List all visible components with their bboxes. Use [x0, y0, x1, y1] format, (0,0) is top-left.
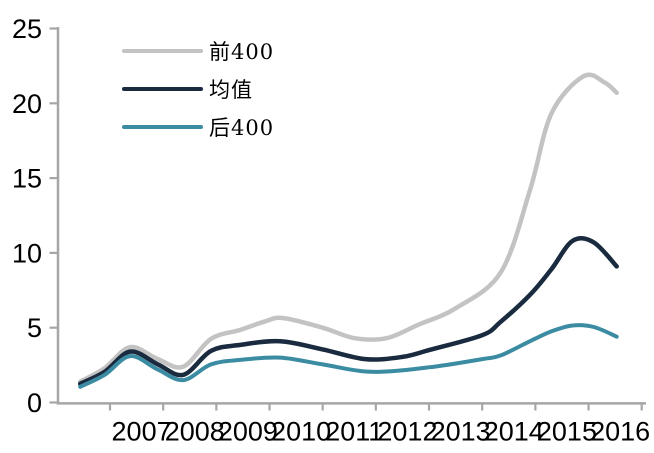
- y-tick-label: 10: [12, 238, 42, 268]
- x-tick-label: 2009: [218, 417, 278, 447]
- y-tick-label: 15: [12, 164, 42, 194]
- legend-item-front400: 前400: [122, 32, 274, 70]
- y-tick-label: 5: [27, 313, 42, 343]
- x-tick-label: 2014: [484, 417, 544, 447]
- legend-swatch-back400: [122, 125, 203, 129]
- series-line-1: [77, 236, 619, 387]
- legend-item-mean: 均值: [122, 70, 274, 108]
- x-tick-label: 2007: [112, 417, 172, 447]
- legend-label-back400: 后400: [209, 116, 275, 140]
- legend-swatch-front400: [122, 49, 203, 53]
- legend-label-mean: 均值: [209, 78, 253, 102]
- x-tick-label: 2008: [165, 417, 225, 447]
- series-line-2: [78, 323, 619, 389]
- x-tick-label: 2012: [377, 417, 437, 447]
- series-line-0: [77, 72, 619, 384]
- y-tick-label: 20: [12, 89, 42, 119]
- x-tick-label: 2013: [431, 417, 491, 447]
- x-tick-label: 2010: [271, 417, 331, 447]
- y-tick-label: 25: [12, 14, 42, 44]
- y-tick-label: 0: [27, 388, 42, 418]
- x-tick-label: 2015: [537, 417, 597, 447]
- legend-item-back400: 后400: [122, 108, 274, 146]
- legend-swatch-mean: [122, 87, 203, 91]
- x-tick-label: 2011: [325, 417, 383, 447]
- legend-label-front400: 前400: [209, 40, 275, 64]
- x-tick-label: 2016: [590, 417, 650, 447]
- legend: 前400 均值 后400: [122, 32, 274, 146]
